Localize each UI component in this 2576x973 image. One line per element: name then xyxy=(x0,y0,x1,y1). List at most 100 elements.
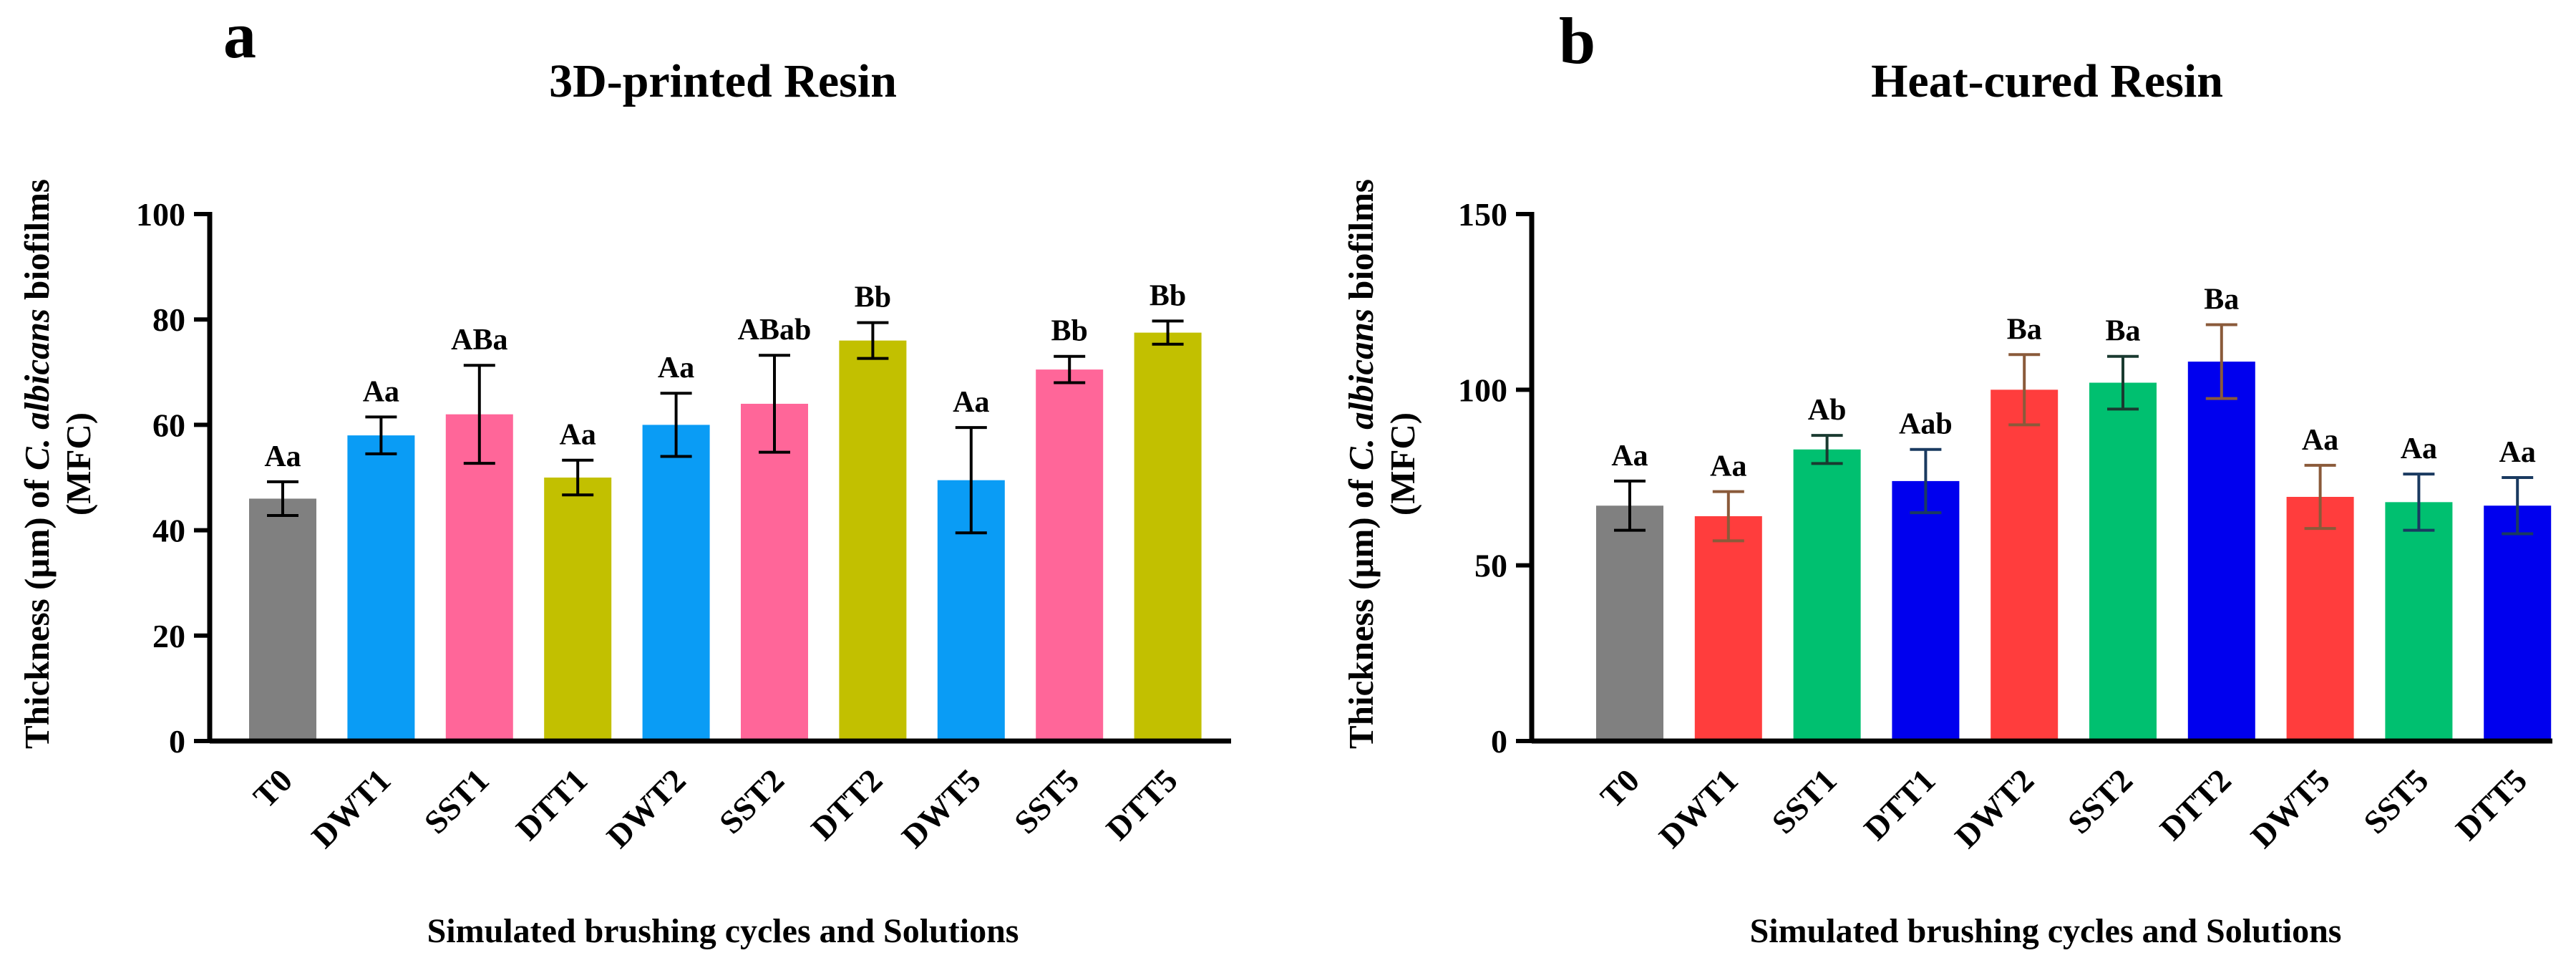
error-bar-a-DWT5 xyxy=(955,426,987,535)
y-tick-label-a-4: 80 xyxy=(152,301,185,338)
significance-label-a-SST5: Bb xyxy=(1051,315,1088,348)
y-tick-label-b-3: 150 xyxy=(1458,196,1507,233)
y-tick-label-a-1: 20 xyxy=(152,618,185,654)
significance-label-a-DWT2: Aa xyxy=(658,352,694,384)
category-label-b-DTT2: DTT2 xyxy=(2153,762,2238,847)
error-bar-a-DWT1 xyxy=(365,415,397,455)
category-label-b-SST1: SST1 xyxy=(1764,762,1843,841)
plot-area-a: Aa T0 Aa DWT1 ABa SST1 Aa DTT1 Aa DWT2 ABab SST2 Bb D… xyxy=(136,196,1231,855)
category-label-b-DWT1: DWT1 xyxy=(1652,762,1745,855)
y-axis-title-a-pre: Thickness (µm) of xyxy=(17,470,57,749)
panel-letter-a: a xyxy=(223,0,256,72)
y-axis-title-b: Thickness (µm) of C. albicans biofilms xyxy=(1341,179,1381,749)
bar-a-SST2 xyxy=(741,403,808,741)
bar-b-DTT2 xyxy=(2187,362,2255,742)
y-tick-label-b-1: 50 xyxy=(1474,548,1507,584)
y-axis-title-a: Thickness (µm) of C. albicans biofilms xyxy=(17,179,57,749)
significance-label-b-DTT2: Ba xyxy=(2204,284,2239,316)
bar-b-SST1 xyxy=(1793,449,1861,741)
significance-label-b-SST1: Ab xyxy=(1808,394,1847,427)
significance-label-a-SST1: ABa xyxy=(451,324,507,357)
error-bar-a-DTT1 xyxy=(562,458,594,497)
bar-b-DTT5 xyxy=(2484,505,2552,741)
significance-label-b-DWT1: Aa xyxy=(1710,450,1746,483)
y-axis-title-b-post: biofilms xyxy=(1341,179,1381,309)
category-label-a-DWT1: DWT1 xyxy=(304,762,397,855)
bar-a-DTT2 xyxy=(839,340,907,741)
y-axis-title-a-post: biofilms xyxy=(17,179,57,309)
error-bar-b-T0 xyxy=(1614,479,1646,532)
category-label-b-SST5: SST5 xyxy=(2356,762,2435,841)
y-axis-title-b-italic: C. albicans xyxy=(1341,309,1381,470)
bar-b-SST5 xyxy=(2385,502,2453,741)
error-bar-a-T0 xyxy=(267,480,298,517)
bar-b-SST2 xyxy=(2089,382,2157,741)
error-bar-b-DWT5 xyxy=(2304,463,2336,531)
category-label-b-DWT5: DWT5 xyxy=(2244,762,2337,855)
category-label-a-DWT5: DWT5 xyxy=(895,762,988,855)
significance-label-a-DWT1: Aa xyxy=(363,375,399,408)
significance-label-b-SST2: Ba xyxy=(2105,315,2140,348)
category-label-b-SST2: SST2 xyxy=(2061,762,2139,841)
error-bar-b-DWT2 xyxy=(2008,353,2041,427)
category-label-a-DTT1: DTT1 xyxy=(509,762,594,847)
category-label-b-DWT2: DWT2 xyxy=(1948,762,2041,855)
significance-label-b-DWT5: Aa xyxy=(2302,424,2338,457)
significance-label-a-DTT1: Aa xyxy=(560,419,596,452)
error-bar-a-SST5 xyxy=(1054,354,1086,384)
significance-label-a-T0: Aa xyxy=(264,440,301,473)
error-bar-b-DTT2 xyxy=(2205,323,2237,400)
y-tick-label-a-2: 40 xyxy=(152,513,185,549)
bar-a-DTT1 xyxy=(544,478,612,741)
y-tick-label-b-2: 100 xyxy=(1458,372,1507,408)
significance-label-a-SST2: ABab xyxy=(738,314,812,347)
error-bar-b-SST1 xyxy=(1811,434,1843,465)
panel-letter-b: b xyxy=(1559,4,1595,77)
x-axis-title-a: Simulated brushing cycles and Solutions xyxy=(427,912,1019,950)
significance-label-b-DTT5: Aa xyxy=(2499,436,2536,469)
y-axis-title-b-pre: Thickness (µm) of xyxy=(1341,470,1381,749)
panel-b: b Heat-cured Resin Simulated brushing cy… xyxy=(1341,4,2552,950)
category-label-a-SST5: SST5 xyxy=(1007,762,1086,841)
y-tick-label-a-3: 60 xyxy=(152,407,185,443)
bar-a-T0 xyxy=(249,498,316,741)
error-bar-b-DTT1 xyxy=(1910,447,1942,515)
bar-a-SST1 xyxy=(445,414,513,741)
bar-b-T0 xyxy=(1596,505,1663,741)
bar-a-DWT2 xyxy=(642,425,710,741)
error-bar-a-DWT2 xyxy=(660,392,692,458)
significance-label-b-T0: Aa xyxy=(1611,440,1648,473)
plot-area-b: Aa T0 Aa DWT1 Ab SST1 Aab DTT1 Ba DWT2 Ba SST2 Ba DTT… xyxy=(1458,196,2552,855)
category-label-a-DWT2: DWT2 xyxy=(600,762,693,855)
category-label-a-SST2: SST2 xyxy=(712,762,791,841)
category-label-a-T0: T0 xyxy=(246,762,299,815)
bar-a-SST5 xyxy=(1036,369,1104,741)
significance-label-b-DWT2: Ba xyxy=(2007,313,2042,346)
error-bar-b-SST2 xyxy=(2107,354,2139,411)
category-label-b-DTT1: DTT1 xyxy=(1857,762,1942,847)
y-axis-title-a-italic: C. albicans xyxy=(17,309,57,470)
category-label-a-DTT2: DTT2 xyxy=(804,762,889,847)
significance-label-a-DWT5: Aa xyxy=(953,386,989,419)
error-bar-b-SST5 xyxy=(2403,473,2435,532)
error-bar-a-SST1 xyxy=(463,364,495,465)
bar-b-DWT1 xyxy=(1694,515,1762,741)
y-tick-label-a-5: 100 xyxy=(136,196,185,233)
y-axis-title-b-unit: (MFC) xyxy=(1383,412,1422,515)
y-tick-label-a-0: 0 xyxy=(169,723,185,760)
error-bar-a-SST2 xyxy=(759,354,790,454)
category-label-b-T0: T0 xyxy=(1593,762,1646,815)
panel-a: a 3D-printed Resin Simulated brushing cy… xyxy=(17,0,1231,950)
bar-a-DWT1 xyxy=(347,435,415,741)
category-label-a-DTT5: DTT5 xyxy=(1099,762,1184,847)
category-label-a-SST1: SST1 xyxy=(417,762,496,841)
x-axis-title-b: Simulated brushing cycles and Solutions xyxy=(1750,912,2342,950)
category-label-b-DTT5: DTT5 xyxy=(2449,762,2534,847)
significance-label-b-SST5: Aa xyxy=(2401,432,2437,465)
significance-label-b-DTT1: Aab xyxy=(1899,408,1953,441)
significance-label-a-DTT5: Bb xyxy=(1150,279,1186,312)
bar-b-DWT5 xyxy=(2286,496,2354,741)
y-axis-title-a-unit: (MFC) xyxy=(59,412,98,515)
y-tick-label-b-0: 0 xyxy=(1491,723,1507,760)
